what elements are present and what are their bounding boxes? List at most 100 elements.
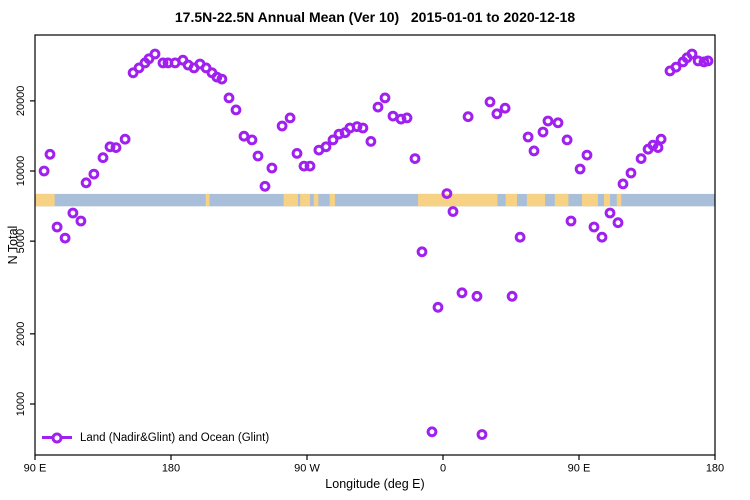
x-tick-label: 180 [706,463,724,475]
plot-border [34,34,716,456]
data-point[interactable] [462,111,474,123]
data-point[interactable] [230,104,242,116]
data-point[interactable] [588,221,600,233]
data-point[interactable] [692,55,704,67]
data-point[interactable] [357,122,369,134]
data-point[interactable] [471,290,483,302]
data-point[interactable] [327,134,339,146]
data-point[interactable] [149,48,161,60]
land-band-segment [205,193,210,207]
legend-marker-circle-icon [51,432,63,443]
data-point[interactable] [44,148,56,160]
data-point[interactable] [223,92,235,104]
land-band-segment [526,193,545,207]
data-point[interactable] [537,126,549,138]
data-point[interactable] [491,108,503,120]
data-point[interactable] [75,215,87,227]
data-point[interactable] [561,134,573,146]
data-point[interactable] [304,160,316,172]
data-point[interactable] [395,113,407,125]
legend-marker-line [42,432,72,443]
land-band-segment [582,193,598,207]
data-point[interactable] [88,168,100,180]
data-point[interactable] [38,165,50,177]
data-point[interactable] [702,55,714,67]
land-band-segment [505,193,518,207]
data-point[interactable] [51,221,63,233]
y-tick-label: 1000 [15,392,27,416]
data-point[interactable] [67,207,79,219]
x-tick-label: 90 E [24,463,47,475]
data-point[interactable] [447,206,459,217]
data-point[interactable] [686,48,698,60]
data-point[interactable] [441,188,453,200]
data-point[interactable] [596,231,608,243]
data-point[interactable] [157,57,169,69]
data-point[interactable] [652,142,664,154]
x-tick-label: 180 [162,463,180,475]
data-point[interactable] [522,131,534,143]
data-point[interactable] [351,121,363,133]
data-point[interactable] [476,429,488,440]
data-point[interactable] [514,231,526,243]
data-point[interactable] [252,150,264,162]
data-point[interactable] [625,167,637,179]
data-point[interactable] [499,102,511,114]
data-point[interactable] [426,426,438,438]
land-band-segment [313,193,319,207]
ocean-band [35,193,715,207]
data-point[interactable] [365,136,377,147]
x-axis-title: Longitude (deg E) [325,477,425,491]
y-tick-label: 20000 [15,86,27,117]
data-point[interactable] [284,112,296,124]
data-point[interactable] [133,62,145,74]
land-band-segment [554,193,569,207]
data-point[interactable] [484,96,496,108]
data-point[interactable] [238,130,250,142]
data-point[interactable] [506,290,518,302]
data-point[interactable] [416,246,428,258]
data-point[interactable] [456,287,468,299]
data-point[interactable] [617,178,629,190]
y-tick-label: 2000 [15,322,27,346]
data-point[interactable] [401,112,413,124]
data-point[interactable] [320,141,332,153]
data-point[interactable] [432,301,444,313]
data-point[interactable] [216,73,228,85]
data-point[interactable] [110,142,122,154]
data-point[interactable] [259,180,271,192]
data-point[interactable] [581,149,593,161]
data-point[interactable] [409,153,421,165]
data-point[interactable] [604,207,616,219]
data-point[interactable] [266,162,278,174]
data-point[interactable] [565,215,577,227]
data-point[interactable] [574,163,586,175]
data-point[interactable] [552,117,564,129]
data-point[interactable] [276,120,288,132]
data-point[interactable] [80,177,92,189]
data-point[interactable] [246,134,258,146]
x-tick-label: 0 [440,463,446,475]
land-band-segment [283,193,298,207]
land-band-segment [616,193,622,207]
data-point[interactable] [612,217,624,229]
data-point[interactable] [528,145,540,157]
land-band-segment [300,193,311,207]
data-point[interactable] [104,141,116,153]
data-point[interactable] [379,92,391,104]
data-point[interactable] [291,148,303,159]
data-point[interactable] [635,153,647,165]
data-point[interactable] [655,133,667,145]
data-point[interactable] [670,61,682,73]
data-point[interactable] [542,115,554,127]
data-point[interactable] [298,160,310,172]
chart-title: 17.5N-22.5N Annual Mean (Ver 10) 2015-01… [174,9,576,25]
y-axis-title: N Total [6,225,20,265]
data-point[interactable] [119,133,131,145]
data-point[interactable] [372,101,384,113]
data-point[interactable] [59,232,71,244]
legend-label: Land (Nadir&Glint) and Ocean (Glint) [80,431,270,444]
data-point[interactable] [97,152,109,164]
land-band-segment [35,193,55,207]
